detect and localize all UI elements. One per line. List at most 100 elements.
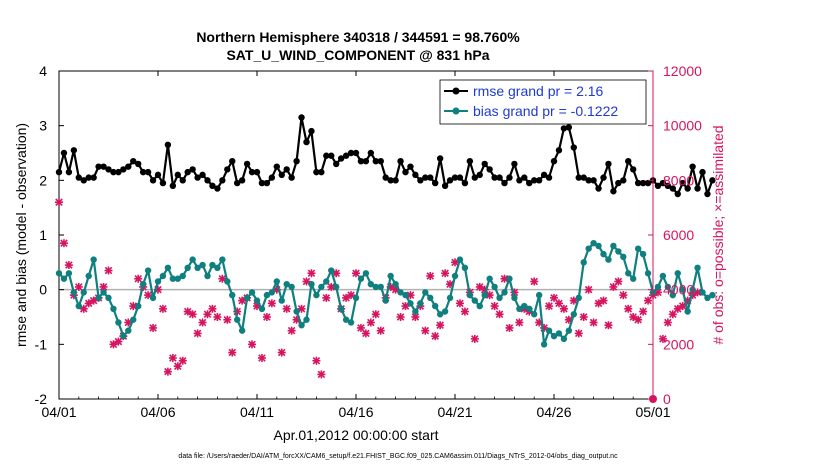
axis-ticks: 04/01 04/06 04/11 04/16 04/21 04/26 05/01 -2 -1 0… <box>35 63 703 420</box>
bias-point <box>169 275 177 282</box>
rmse-point <box>199 171 206 179</box>
obs-point <box>653 288 662 297</box>
rmse-point <box>342 152 350 159</box>
rmse-point <box>501 179 508 187</box>
bias-point <box>456 256 464 263</box>
rmse-point <box>684 185 691 192</box>
bias-point <box>159 272 167 280</box>
rmse-point <box>169 182 177 189</box>
bias-point <box>575 294 582 302</box>
bias-point <box>625 270 632 277</box>
rmse-point <box>580 174 587 181</box>
bias-point <box>639 250 647 258</box>
y2-tick-label: 2000 <box>663 336 694 352</box>
bias-point <box>600 250 607 258</box>
bias-point <box>402 291 409 299</box>
y2-tick-label: 4000 <box>663 282 694 298</box>
bias-point <box>486 275 493 282</box>
rmse-point <box>709 177 716 184</box>
bias-point <box>179 272 186 280</box>
rmse-point <box>189 166 196 173</box>
rmse-point <box>248 168 256 176</box>
bias-point <box>659 272 667 280</box>
bias-point <box>184 264 191 271</box>
rmse-point <box>130 158 137 165</box>
bias-point <box>511 294 518 302</box>
obs-point <box>634 315 643 324</box>
rmse-point <box>120 166 127 173</box>
bias-point <box>135 302 142 310</box>
x-tick-label: 04/21 <box>437 404 472 420</box>
bias-point <box>362 270 370 277</box>
bias-point <box>491 283 498 291</box>
x-tick-label: 05/01 <box>635 404 670 420</box>
obs-point <box>104 266 113 275</box>
y-tick-label: 3 <box>39 118 47 134</box>
bias-point <box>229 291 236 299</box>
rmse-point <box>491 174 498 181</box>
y2-tick-label: 10000 <box>663 118 702 134</box>
bias-point <box>115 319 122 326</box>
bias-point <box>219 256 226 263</box>
obs-point <box>307 269 316 278</box>
bias-point <box>521 302 528 310</box>
rmse-point <box>283 166 290 173</box>
bias-point <box>535 291 543 299</box>
obs-point <box>604 321 613 330</box>
obs-point <box>277 348 286 357</box>
rmse-point <box>634 179 642 187</box>
y-tick-label: -2 <box>35 391 48 407</box>
obs-point <box>371 310 380 319</box>
bias-point <box>684 308 691 315</box>
bias-point <box>387 272 394 280</box>
rmse-point <box>486 166 493 173</box>
bias-point <box>481 291 488 299</box>
bias-point <box>357 275 365 282</box>
rmse-point <box>674 190 681 198</box>
rmse-point <box>229 158 236 165</box>
bias-point <box>397 289 404 296</box>
rmse-point <box>565 124 573 131</box>
bias-point <box>149 294 157 302</box>
obs-point <box>312 356 321 365</box>
x-axis-label: Apr.01,2012 00:00:00 start <box>273 427 438 443</box>
bias-point <box>531 311 538 318</box>
bias-point <box>550 332 558 340</box>
rmse-point <box>427 174 434 181</box>
rmse-point <box>620 177 627 184</box>
bias-point <box>243 294 251 302</box>
bias-point <box>451 272 459 280</box>
legend-bias-marker <box>452 107 460 115</box>
rmse-point <box>243 160 251 168</box>
rmse-point <box>80 177 87 184</box>
obs-point <box>673 304 682 313</box>
rmse-point <box>506 174 513 181</box>
rmse-point <box>669 185 676 192</box>
rmse-point <box>268 174 276 181</box>
bias-point <box>288 283 295 291</box>
rmse-point <box>149 177 157 184</box>
obs-point <box>114 337 123 346</box>
rmse-point <box>461 179 469 187</box>
obs-point <box>411 313 420 321</box>
obs-point <box>366 318 375 327</box>
rmse-point <box>600 174 607 181</box>
rmse-point <box>333 160 340 168</box>
obs-point <box>460 307 469 316</box>
bias-point <box>120 332 127 340</box>
bias-point <box>392 281 399 288</box>
bias-point <box>590 240 597 247</box>
obs-point <box>178 356 187 365</box>
bias-point <box>214 264 221 271</box>
y-tick-label: -1 <box>35 336 48 352</box>
bias-point <box>65 270 73 277</box>
rmse-point <box>417 177 424 184</box>
rmse-point <box>115 168 122 176</box>
obs-point <box>441 269 450 278</box>
rmse-point <box>253 168 261 176</box>
y2-tick-label: 12000 <box>663 63 702 79</box>
legend-rmse-marker <box>452 87 460 95</box>
obs-point <box>545 302 554 311</box>
rmse-point <box>288 174 295 181</box>
